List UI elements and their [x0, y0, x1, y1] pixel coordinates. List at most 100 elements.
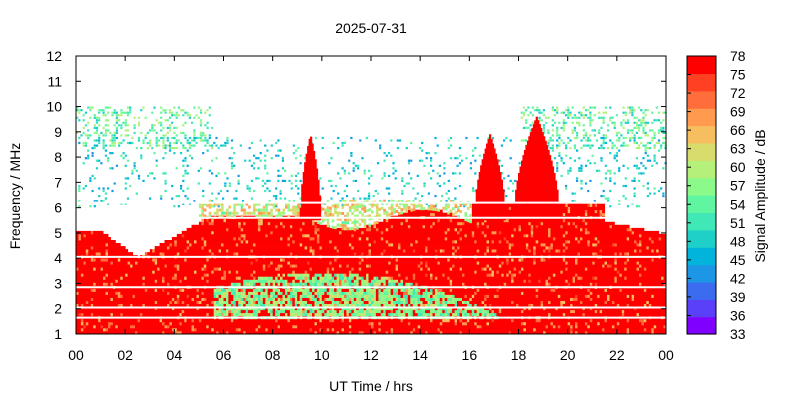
heat-cell	[285, 300, 288, 304]
scatter-cell	[197, 136, 200, 140]
heat-cell	[117, 318, 121, 323]
scatter-cell	[611, 147, 614, 150]
heat-cell	[174, 297, 178, 301]
scatter-cell	[474, 172, 477, 175]
heat-cell	[132, 288, 136, 292]
scatter-cell	[649, 159, 652, 162]
scatter-cell	[505, 136, 508, 140]
heat-cell	[105, 261, 109, 265]
scatter-cell	[589, 114, 592, 117]
scatter-cell	[657, 149, 661, 152]
heat-cell	[309, 303, 313, 308]
heat-cell	[98, 243, 101, 247]
heat-cell	[304, 264, 308, 268]
scatter-cell	[456, 164, 459, 167]
scatter-cell	[193, 136, 196, 140]
heat-cell	[110, 288, 114, 292]
heat-cell	[321, 282, 325, 286]
heat-cell	[297, 218, 301, 223]
heat-cell	[287, 297, 291, 301]
scatter-cell	[188, 154, 191, 157]
heat-cell	[169, 243, 173, 247]
heat-cell	[211, 312, 215, 317]
heat-cell	[267, 237, 271, 241]
scatter-cell	[182, 174, 185, 177]
heat-cell	[203, 224, 207, 229]
heat-cell	[186, 267, 190, 271]
heat-cell	[218, 261, 222, 265]
heat-cell	[211, 282, 215, 286]
heat-cell	[139, 309, 143, 314]
heat-cell	[115, 318, 119, 323]
heat-cell	[176, 309, 180, 314]
heat-cell	[262, 282, 266, 286]
heat-cell	[285, 240, 288, 244]
heat-cell	[206, 270, 210, 274]
heat-cell	[297, 240, 301, 244]
heat-cell	[243, 221, 247, 226]
scatter-cell	[314, 136, 318, 140]
heat-cell	[112, 331, 116, 335]
scatter-cell	[553, 157, 557, 160]
heat-cell	[257, 230, 261, 235]
heat-cell	[255, 258, 259, 262]
heat-cell	[272, 288, 276, 292]
scatter-cell	[113, 131, 116, 134]
heat-cell	[243, 270, 247, 274]
heat-cell	[253, 249, 256, 253]
heat-cell	[255, 237, 259, 241]
scatter-cell	[155, 144, 158, 147]
scatter-cell	[297, 172, 300, 175]
scatter-cell	[565, 144, 568, 147]
heat-cell	[240, 252, 244, 256]
heat-cell	[112, 291, 116, 295]
scatter-cell	[157, 139, 161, 142]
heat-cell	[203, 288, 207, 292]
scatter-cell	[195, 136, 198, 140]
heat-cell	[186, 288, 190, 292]
scatter-cell	[560, 139, 563, 142]
scatter-cell	[199, 136, 203, 140]
heat-cell	[203, 246, 207, 250]
heat-cell	[88, 282, 92, 286]
heat-cell	[103, 321, 106, 326]
heat-cell	[226, 267, 229, 271]
scatter-cell	[609, 172, 612, 175]
heat-cell	[125, 309, 129, 314]
heat-cell	[265, 270, 269, 274]
heat-cell	[294, 318, 298, 323]
heat-cell	[287, 252, 291, 256]
scatter-cell	[573, 192, 576, 195]
heat-cell	[240, 246, 244, 250]
heat-cell	[159, 321, 163, 326]
heat-cell	[326, 300, 330, 304]
heat-cell	[302, 252, 306, 256]
heat-cell	[191, 261, 195, 265]
heat-cell	[189, 227, 192, 232]
heat-cell	[100, 318, 104, 323]
scatter-cell	[418, 147, 422, 150]
heat-cell	[191, 324, 195, 329]
scatter-cell	[547, 141, 550, 145]
scatter-cell	[657, 111, 661, 114]
heat-cell	[245, 312, 249, 317]
scatter-cell	[622, 195, 625, 198]
heat-cell	[304, 303, 308, 308]
heat-cell	[228, 233, 232, 238]
heat-cell	[159, 261, 163, 265]
heat-cell	[265, 233, 269, 238]
heat-cell	[189, 237, 192, 241]
scatter-cell	[655, 119, 658, 122]
heat-cell	[302, 218, 306, 223]
heat-cell	[280, 267, 283, 271]
heat-cell	[243, 312, 247, 317]
scatter-cell	[204, 136, 207, 140]
heat-cell	[304, 227, 308, 232]
heat-cell	[226, 321, 229, 326]
heat-cell	[285, 224, 288, 229]
scatter-cell	[359, 139, 362, 142]
heat-cell	[112, 294, 116, 298]
heat-cell	[203, 321, 207, 326]
heat-cell	[164, 273, 168, 277]
heat-cell	[314, 324, 318, 329]
